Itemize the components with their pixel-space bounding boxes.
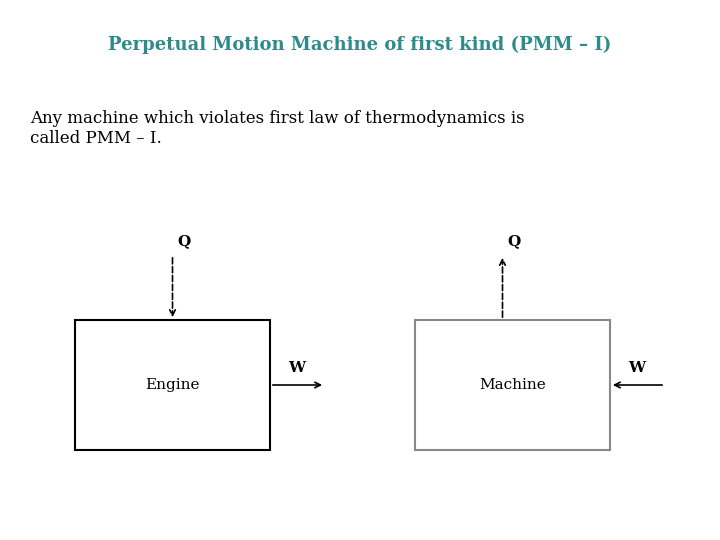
Text: Q: Q [178,234,191,248]
Bar [415,320,610,450]
Bar [75,320,270,450]
Text: Engine: Engine [145,378,199,392]
Text: Machine: Machine [479,378,546,392]
Text: Any machine which violates first law of thermodynamics is
called PMM – I.: Any machine which violates first law of … [30,110,525,146]
Text: Q: Q [508,234,521,248]
Text: Perpetual Motion Machine of first kind (PMM – I): Perpetual Motion Machine of first kind (… [108,36,612,54]
Text: W: W [289,361,305,375]
Text: W: W [629,361,646,375]
